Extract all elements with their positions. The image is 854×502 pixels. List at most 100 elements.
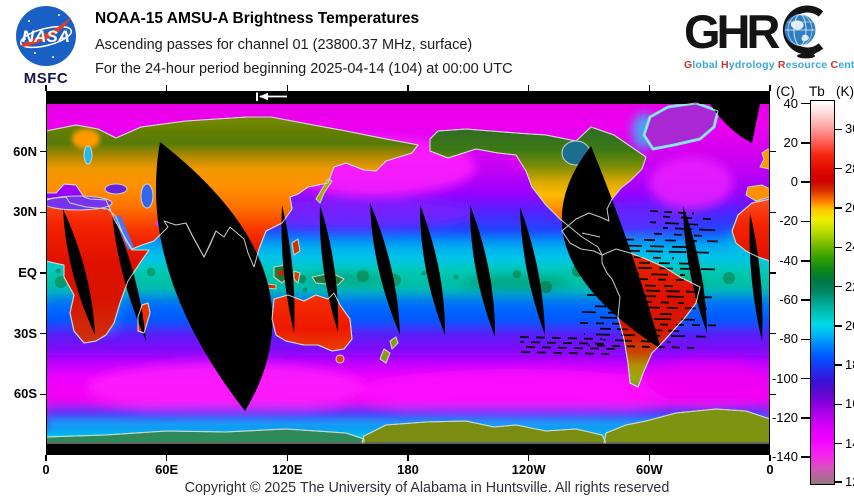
x-axis-tick: [407, 455, 409, 461]
y-axis-tick-right: [770, 150, 776, 153]
colorbar-label-kelvin: 240: [845, 239, 854, 255]
colorbar-label-celsius: 40: [783, 95, 798, 111]
colorbar-tick-kelvin: [834, 325, 842, 327]
colorbar-tick-kelvin: [834, 128, 842, 131]
colorbar-unit-tb: Tb: [809, 84, 825, 99]
copyright: Copyright © 2025 The University of Alaba…: [184, 480, 670, 496]
x-axis-tick: [648, 455, 651, 461]
colorbar-tick-celsius: [801, 142, 810, 144]
colorbar-tick-celsius: [801, 102, 810, 105]
y-axis-tick: [40, 150, 46, 153]
data-gap-swaths: [46, 91, 770, 455]
colorbar-label-kelvin: 200: [845, 317, 854, 333]
missing-scanline-dashes: [519, 210, 722, 355]
colorbar-gradient: [810, 100, 835, 485]
colorbar-unit-celsius: (C): [776, 84, 795, 99]
swath-lens: [749, 213, 763, 341]
swath-lens: [370, 203, 400, 335]
map-border: [46, 91, 770, 455]
colorbar-label-celsius: -140: [771, 449, 798, 465]
swath-lens: [281, 205, 295, 333]
nasa-meatball-icon: NASA: [16, 6, 76, 66]
y-axis-label: 30N: [13, 204, 37, 220]
x-axis-label: 0: [766, 462, 774, 477]
swath-lens: [419, 205, 446, 335]
x-axis-tick-top: [407, 85, 409, 91]
ghrc-logo: GHR Global Hydrology Resource Center: [684, 4, 854, 71]
y-axis-tick: [40, 393, 46, 396]
colorbar-label-kelvin: 220: [845, 278, 854, 294]
ghrc-globe-icon: [783, 5, 824, 59]
scan-direction-arrow-icon: [256, 92, 287, 101]
colorbar-tick-kelvin: [834, 246, 842, 249]
y-axis-tick-right: [770, 332, 776, 335]
y-axis-label: 30S: [13, 325, 37, 341]
y-axis-tick-right: [770, 211, 776, 214]
y-axis-tick: [40, 332, 46, 335]
colorbar-label-kelvin: 280: [845, 160, 854, 176]
colorbar-label-kelvin: 120: [845, 474, 854, 489]
colorbar-label-celsius: -20: [779, 213, 798, 229]
ghrc-tagline: Global Hydrology Resource Center: [684, 59, 854, 71]
colorbar-label-kelvin: 160: [845, 396, 854, 412]
x-axis-tick-top: [286, 85, 289, 91]
swath-lens: [520, 207, 545, 335]
colorbar-tick-kelvin: [834, 167, 842, 170]
colorbar-tick-celsius: [801, 299, 810, 301]
colorbar-label-celsius: -120: [771, 409, 798, 425]
x-axis-tick: [165, 455, 168, 461]
colorbar-tick-kelvin: [834, 364, 842, 366]
colorbar-label-celsius: -40: [779, 252, 798, 268]
colorbar-tick-celsius: [801, 456, 810, 458]
x-axis-tick: [527, 455, 530, 461]
colorbar-tick-celsius: [801, 260, 810, 262]
colorbar-label-celsius: -80: [779, 331, 798, 347]
colorbar-tick-celsius: [801, 417, 810, 419]
y-axis-tick: [40, 211, 46, 214]
svg-text:NASA: NASA: [22, 27, 70, 46]
x-axis-tick-top: [527, 85, 530, 91]
continents: [46, 101, 770, 444]
swath-lens: [683, 206, 707, 333]
colorbar-tick-celsius: [801, 220, 810, 223]
colorbar-label-kelvin: 260: [845, 200, 854, 216]
colorbar-tick-kelvin: [834, 481, 842, 483]
brightness-temperature-map: [46, 91, 770, 455]
x-axis-tick-top: [648, 85, 651, 91]
x-axis-tick: [45, 455, 47, 461]
y-axis-label: 60S: [13, 386, 37, 402]
colorbar-label-celsius: 0: [790, 174, 798, 190]
colorbar-label-kelvin: 300: [845, 121, 854, 137]
y-axis-tick-right: [770, 272, 776, 274]
product-subtitle-channel: Ascending passes for channel 01 (23800.3…: [95, 37, 473, 53]
product-title: NOAA-15 AMSU-A Brightness Temperatures: [95, 10, 420, 27]
colorbar-label-celsius: -100: [771, 370, 798, 386]
x-axis-label: 180: [397, 462, 419, 477]
x-axis-label: 120W: [511, 462, 546, 477]
colorbar-tick-celsius: [801, 338, 810, 341]
colorbar-tick-kelvin: [834, 285, 842, 288]
y-axis-label: 60N: [13, 143, 37, 159]
colorbar-label-kelvin: 140: [845, 435, 854, 451]
y-axis-label: EQ: [18, 265, 37, 280]
x-axis-label: 60E: [155, 462, 179, 477]
colorbar-tick-kelvin: [834, 207, 842, 209]
nasa-logo: NASA MSFC: [14, 5, 78, 87]
ghrc-tagline-word: Global: [684, 59, 721, 71]
swath-lens: [112, 213, 146, 341]
x-axis-label: 120E: [272, 462, 303, 477]
nasa-center-label: MSFC: [23, 70, 69, 87]
x-axis-tick-top: [45, 85, 47, 91]
ghrc-tagline-word: Hydrology: [721, 59, 778, 71]
y-axis-tick-right: [770, 393, 776, 396]
x-axis-label: 0: [42, 462, 50, 477]
product-subtitle-period: For the 24-hour period beginning 2025-04…: [95, 61, 513, 77]
colorbar-label-celsius: -60: [779, 292, 798, 308]
colorbar-label-celsius: 20: [783, 134, 798, 150]
x-axis-tick: [769, 455, 771, 461]
ghrc-tagline-word: Resource: [777, 59, 831, 71]
colorbar-tick-kelvin: [834, 403, 842, 406]
x-axis-tick: [286, 455, 289, 461]
colorbar-tick-celsius: [801, 377, 810, 380]
